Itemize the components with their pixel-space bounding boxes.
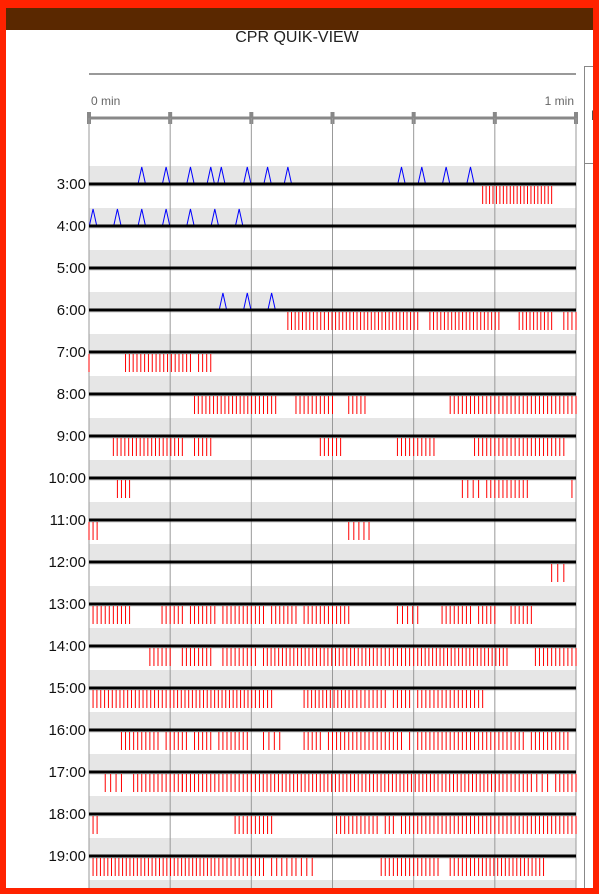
row-label: 16:00 xyxy=(48,722,86,739)
ventilation-mark xyxy=(217,166,226,184)
ventilation-mark xyxy=(137,166,146,184)
row-label: 4:00 xyxy=(57,218,86,235)
ventilation-mark xyxy=(417,166,426,184)
ventilation-mark xyxy=(397,166,406,184)
row-label: 10:00 xyxy=(48,470,86,487)
row-label: 13:00 xyxy=(48,596,86,613)
ventilation-mark xyxy=(210,208,219,226)
ventilation-mark xyxy=(186,208,195,226)
row-label: 11:00 xyxy=(50,512,86,529)
ventilation-mark xyxy=(283,166,292,184)
row-label: 6:00 xyxy=(57,302,86,319)
row-label: 20:00 xyxy=(48,890,86,894)
chart-title: CPR QUIK-VIEW xyxy=(235,29,359,46)
ventilation-mark xyxy=(162,166,171,184)
ventilation-mark xyxy=(442,166,451,184)
row-label: 8:00 xyxy=(57,386,86,403)
top-bar xyxy=(6,8,593,30)
ventilation-mark xyxy=(218,292,227,310)
ventilation-mark xyxy=(466,166,475,184)
row-label: 14:00 xyxy=(48,638,86,655)
right-panel-header-text: F xyxy=(591,107,599,123)
ventilation-mark xyxy=(137,208,146,226)
right-panel-header: F xyxy=(585,67,599,164)
ventilation-mark xyxy=(162,208,171,226)
row-label: 12:00 xyxy=(48,554,86,571)
row-label: 15:00 xyxy=(48,680,86,697)
ventilation-mark xyxy=(206,166,215,184)
row-label: 18:00 xyxy=(48,806,86,823)
ventilation-mark xyxy=(113,208,122,226)
cpr-chart: 0 min 1 min 3:00 4:00 5:00 6:00 7:00 8:00 9:00 10… xyxy=(48,73,578,894)
ventilation-mark xyxy=(186,166,195,184)
ventilation-mark xyxy=(89,208,98,226)
row-label: 7:00 xyxy=(57,344,86,361)
ventilation-mark xyxy=(243,166,252,184)
top-axis-label-left: 0 min xyxy=(91,94,120,108)
row-label: 17:00 xyxy=(48,764,86,781)
right-panel[interactable]: F xyxy=(584,66,599,888)
row-label: 19:00 xyxy=(48,848,86,865)
ventilation-mark xyxy=(235,208,244,226)
row-label: 3:00 xyxy=(57,176,86,193)
ventilation-mark xyxy=(263,166,272,184)
row-label: 9:00 xyxy=(57,428,86,445)
ventilation-mark xyxy=(243,292,252,310)
ventilation-mark xyxy=(267,292,276,310)
top-axis-label-right: 1 min xyxy=(545,94,574,108)
row-label: 5:00 xyxy=(57,260,86,277)
